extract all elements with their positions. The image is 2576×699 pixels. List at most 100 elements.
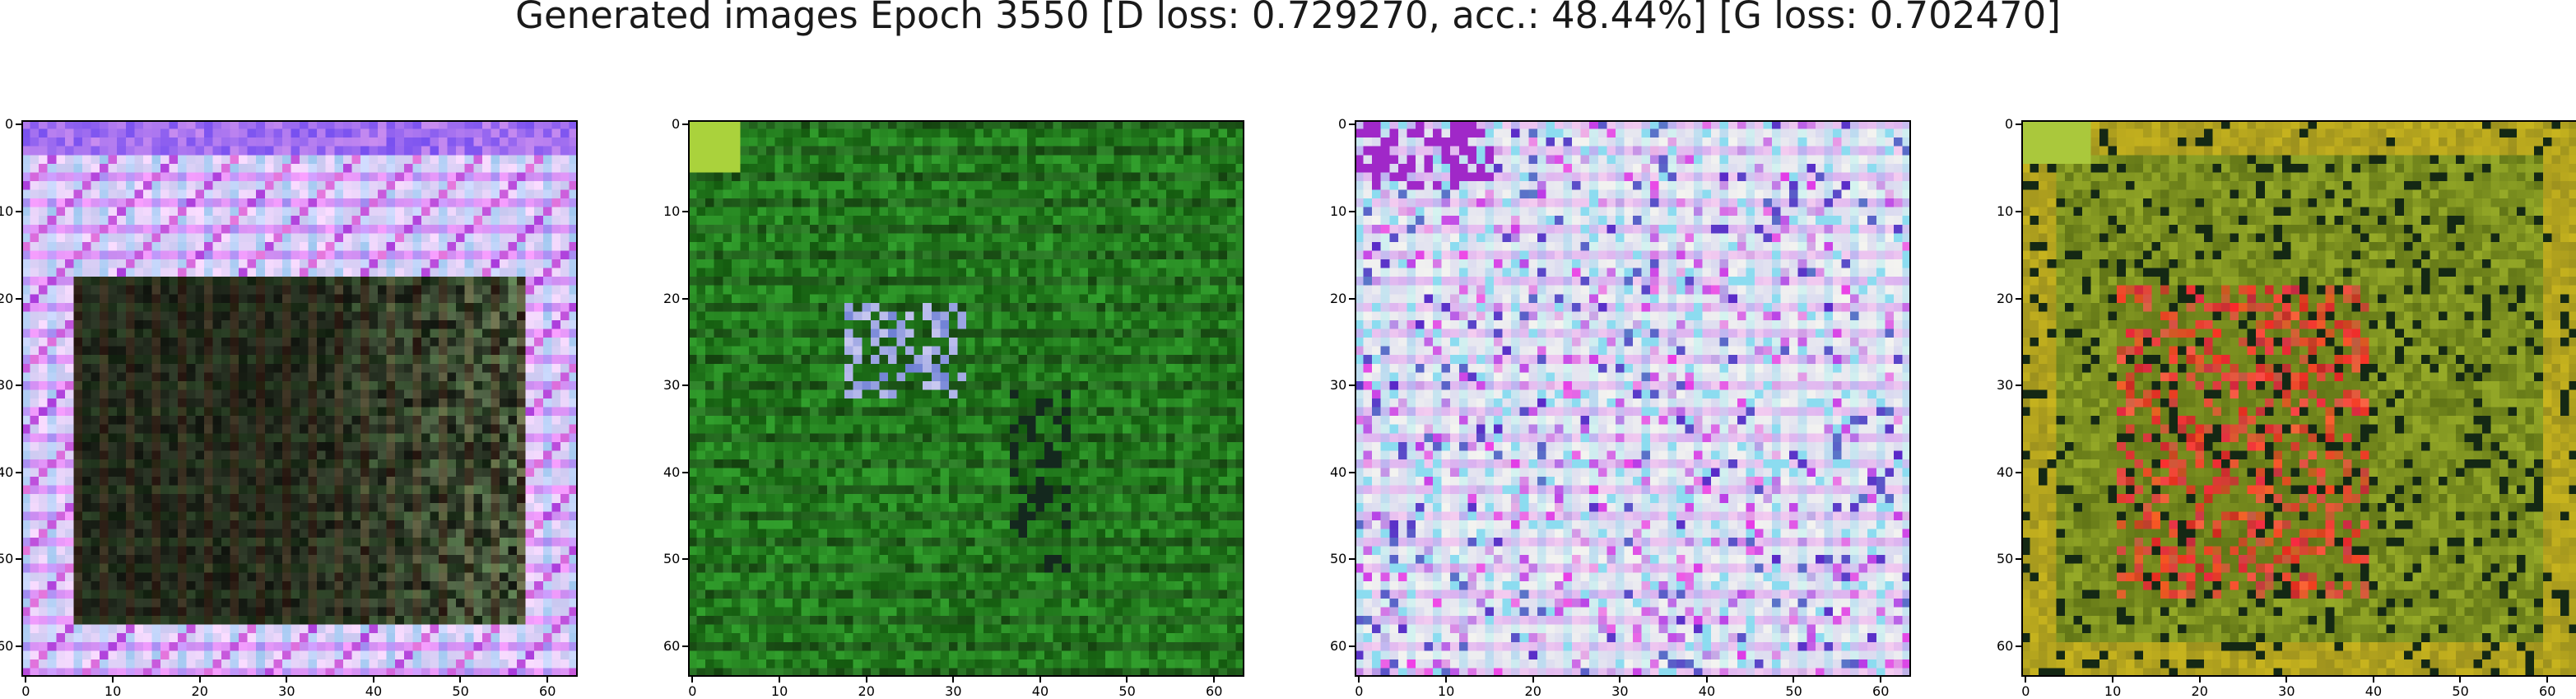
x-tick-mark [2546,677,2549,683]
x-tick-mark [459,677,462,683]
x-tick-mark [778,677,780,683]
y-tick-mark [682,645,688,648]
y-tick-mark [682,210,688,212]
x-tick-label: 40 [1698,683,1716,699]
y-tick-mark [1349,471,1355,473]
y-tick-mark [2016,210,2021,212]
y-tick-label: 0 [1338,116,1347,133]
y-tick-mark [2016,384,2021,387]
x-tick-label: 30 [2278,683,2295,699]
y-tick-mark [1349,645,1355,648]
y-tick-label: 20 [1330,290,1347,306]
x-tick-mark [2459,677,2462,683]
x-tick-label: 50 [2452,683,2469,699]
x-tick-label: 20 [2191,683,2208,699]
y-tick-label: 0 [672,116,681,133]
y-tick-label: 40 [0,464,14,480]
y-tick-label: 40 [663,464,681,480]
y-tick-label: 10 [663,203,681,219]
y-tick-mark [2016,297,2021,300]
y-tick-label: 50 [0,551,14,567]
x-tick-mark [1039,677,1041,683]
y-tick-mark [2016,123,2021,126]
x-tick-mark [546,677,549,683]
x-tick-mark [111,677,114,683]
x-tick-mark [1880,677,1882,683]
y-tick-mark [682,384,688,387]
x-tick-mark [1619,677,1621,683]
x-tick-mark [865,677,867,683]
x-tick-mark [198,677,201,683]
y-tick-label: 40 [1330,464,1347,480]
x-tick-mark [372,677,374,683]
y-tick-label: 20 [1997,290,2014,306]
y-tick-label: 30 [1997,377,2014,394]
generated-image-1 [21,120,578,677]
y-tick-label: 50 [1997,551,2014,567]
y-tick-mark [1349,210,1355,212]
generated-image-4 [2021,120,2576,677]
y-tick-mark [1349,297,1355,300]
y-tick-mark [682,297,688,300]
x-tick-label: 50 [452,683,469,699]
x-tick-mark [691,677,694,683]
y-tick-mark [2016,558,2021,561]
y-tick-mark [16,297,21,300]
x-tick-mark [1705,677,1708,683]
x-tick-label: 10 [1437,683,1455,699]
y-tick-label: 20 [0,290,14,306]
x-tick-mark [1358,677,1360,683]
x-tick-mark [1532,677,1534,683]
y-tick-mark [1349,384,1355,387]
x-tick-label: 40 [2364,683,2383,699]
y-tick-mark [2016,645,2021,648]
y-tick-mark [1349,558,1355,561]
x-tick-mark [952,677,955,683]
x-tick-label: 0 [21,683,30,699]
x-tick-label: 0 [1355,683,1364,699]
y-tick-mark [16,384,21,387]
x-tick-label: 0 [2021,683,2030,699]
y-tick-label: 0 [5,116,14,133]
x-tick-label: 30 [945,683,962,699]
x-tick-mark [2285,677,2288,683]
x-tick-label: 40 [1031,683,1049,699]
x-tick-label: 60 [2539,683,2556,699]
x-tick-mark [1793,677,1795,683]
figure-title: Generated images Epoch 3550 [D loss: 0.7… [515,0,2061,37]
y-tick-mark [2016,471,2021,473]
x-tick-label: 30 [1611,683,1629,699]
y-tick-label: 50 [1330,551,1347,567]
generated-image-3 [1355,120,1911,677]
y-tick-label: 60 [1997,638,2014,655]
x-tick-label: 20 [858,683,875,699]
y-tick-label: 10 [0,203,14,219]
y-tick-mark [16,645,21,648]
y-tick-label: 30 [0,377,14,394]
y-tick-label: 40 [1997,464,2014,480]
x-tick-label: 60 [1872,683,1890,699]
x-tick-label: 60 [539,683,556,699]
y-tick-label: 20 [663,290,681,306]
y-tick-label: 10 [1330,203,1347,219]
x-tick-label: 10 [2104,683,2122,699]
x-tick-mark [2372,677,2374,683]
y-tick-mark [16,123,21,126]
x-tick-label: 60 [1206,683,1223,699]
x-tick-label: 50 [1785,683,1802,699]
x-tick-label: 40 [365,683,383,699]
x-tick-mark [286,677,288,683]
y-tick-mark [682,558,688,561]
y-tick-mark [16,471,21,473]
x-tick-mark [1213,677,1216,683]
y-tick-label: 0 [2005,116,2014,133]
x-tick-label: 0 [688,683,697,699]
x-tick-mark [2111,677,2113,683]
y-tick-mark [16,558,21,561]
y-tick-label: 10 [1997,203,2014,219]
y-tick-mark [682,123,688,126]
y-tick-label: 30 [1330,377,1347,394]
y-tick-mark [16,210,21,212]
x-tick-label: 50 [1118,683,1136,699]
